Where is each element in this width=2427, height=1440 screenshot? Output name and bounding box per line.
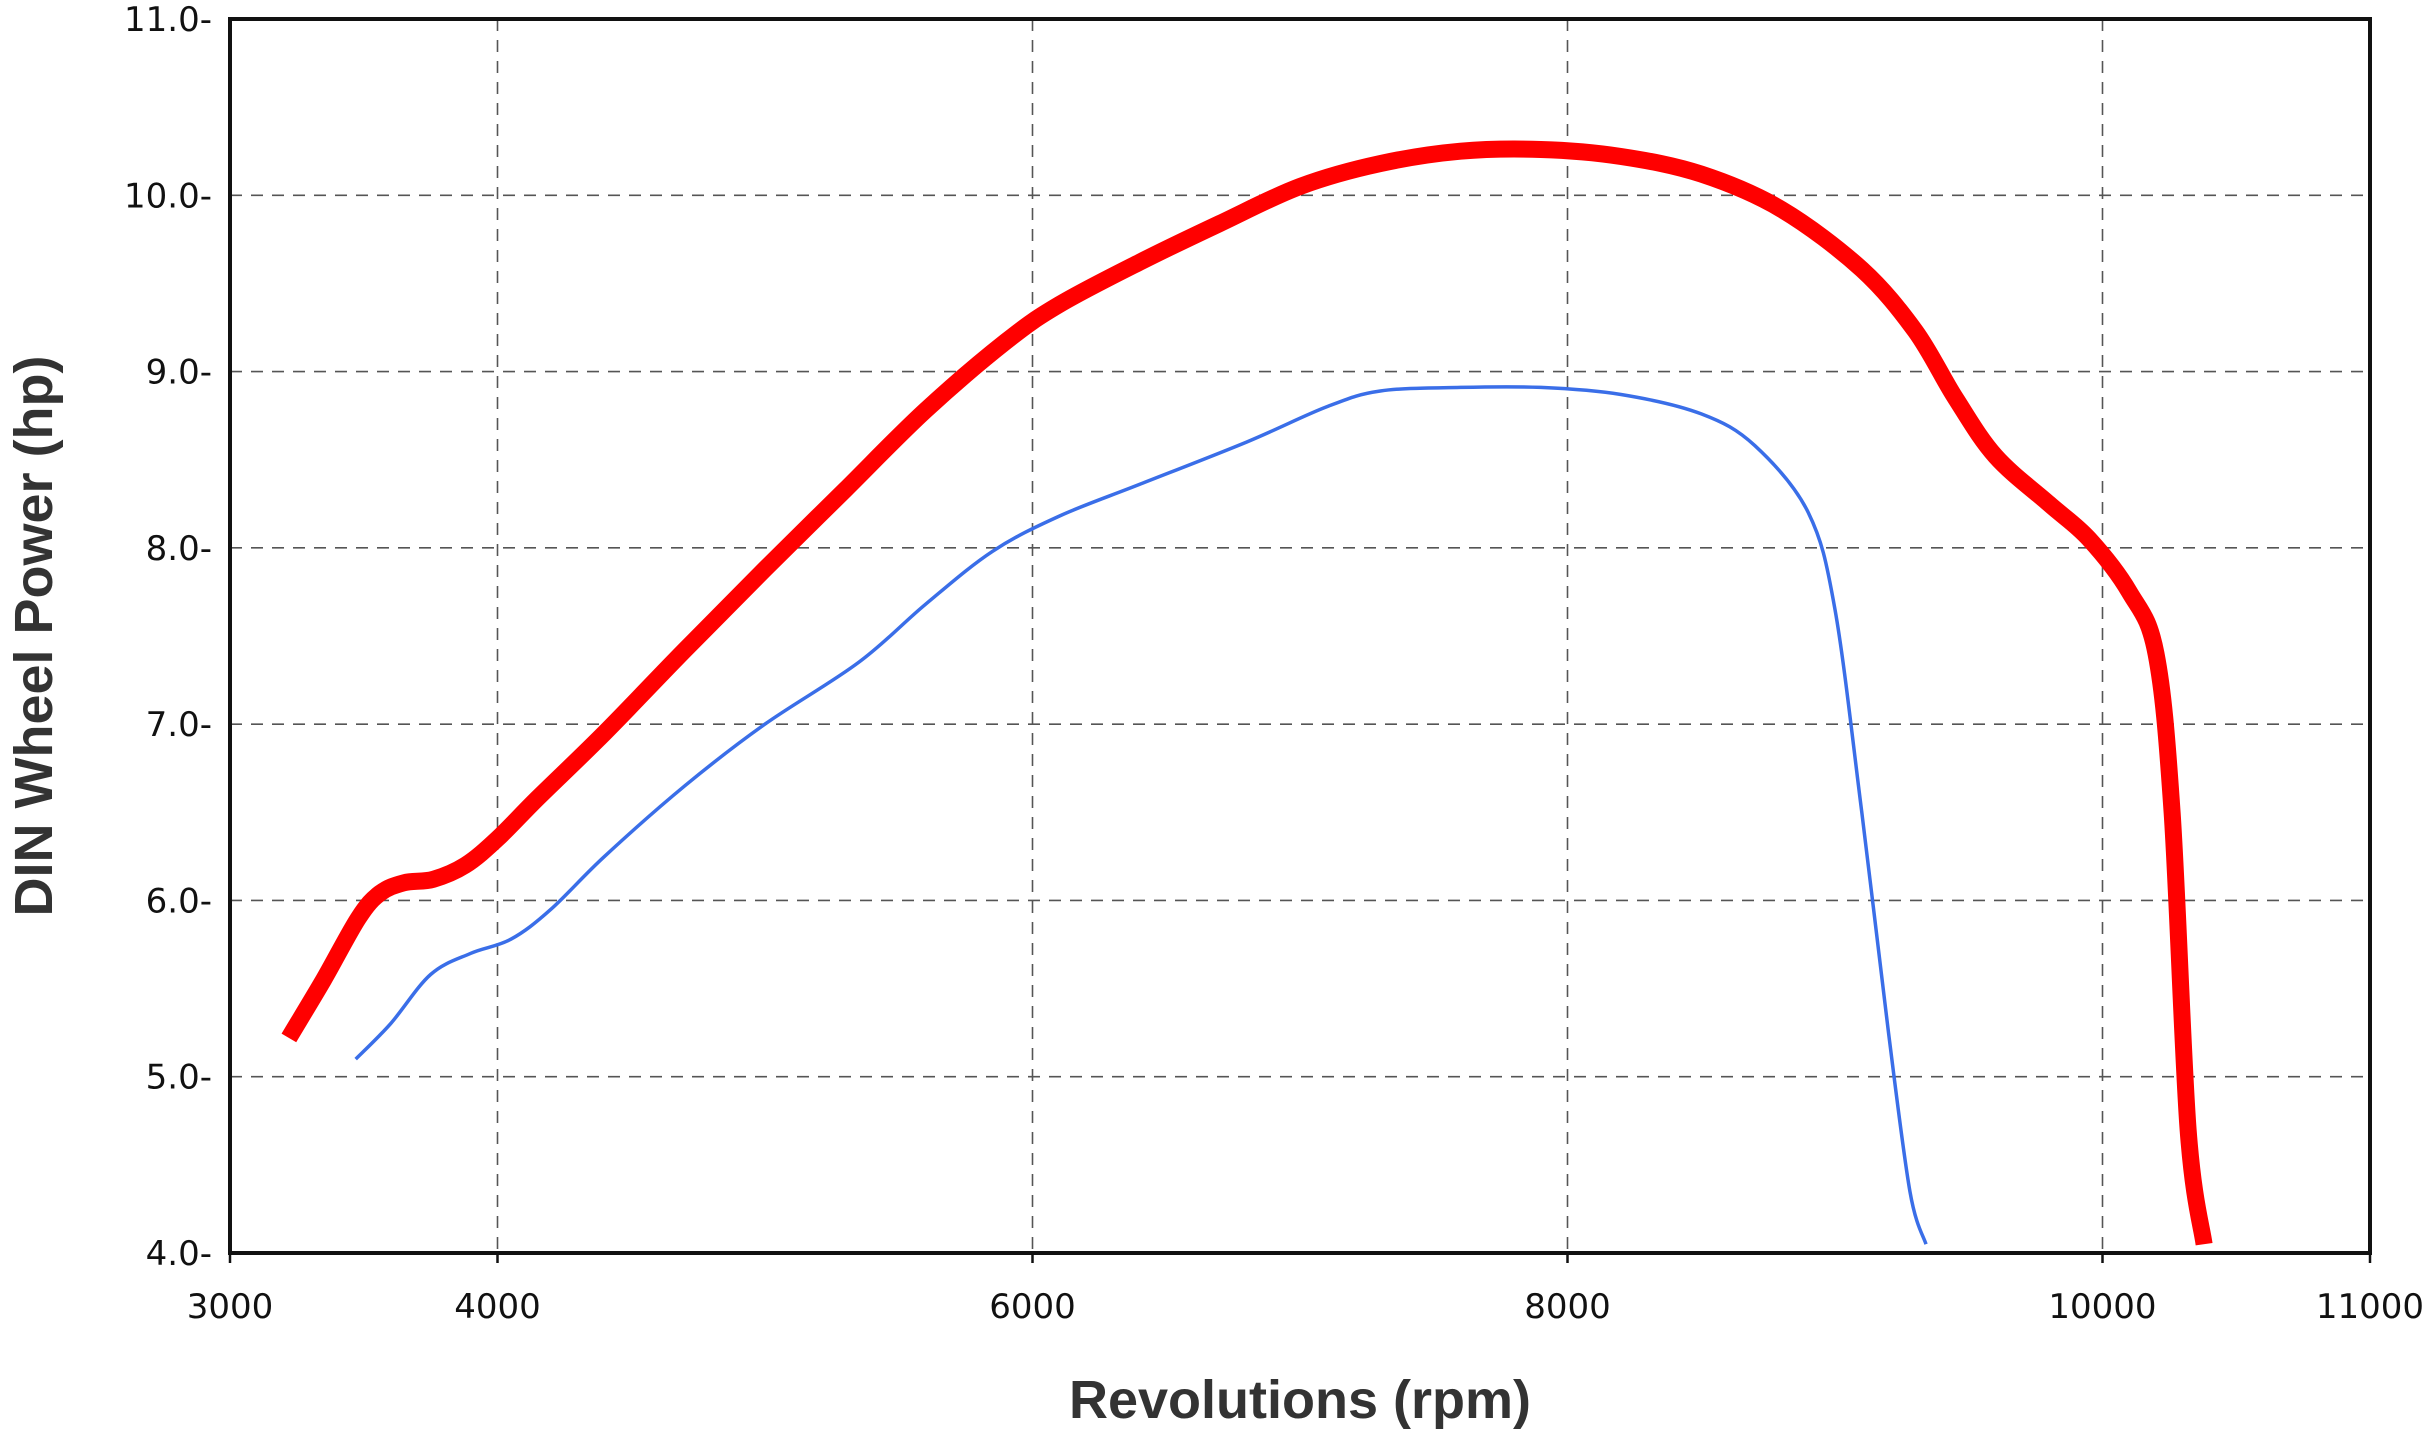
y-axis-title: DIN Wheel Power (hp)	[4, 355, 64, 916]
y-tick-label: 7.0-	[146, 705, 212, 745]
grid-lines	[230, 19, 2370, 1253]
x-tick-label: 3000	[187, 1287, 274, 1327]
series-lines	[281, 140, 2213, 1246]
x-axis-title: Revolutions (rpm)	[1069, 1370, 1531, 1430]
y-tick-label: 10.0-	[124, 176, 212, 216]
y-tick-label: 8.0-	[146, 529, 212, 569]
y-tick-label: 4.0-	[146, 1234, 212, 1274]
red-series-line	[281, 140, 2213, 1246]
x-tick-label: 8000	[1524, 1287, 1611, 1327]
y-tick-label: 9.0-	[146, 353, 212, 393]
blue-series-line	[354, 384, 1928, 1245]
y-tick-label: 5.0-	[146, 1058, 212, 1098]
x-tick-label: 11000	[2316, 1287, 2424, 1327]
x-tick-label: 4000	[454, 1287, 541, 1327]
axis-ticks: 3000 4000 6000 8000 10000 11000 4.0- 5.0- 6.0- 7.…	[124, 0, 2424, 1327]
y-tick-label: 6.0-	[146, 881, 212, 921]
x-tick-label: 10000	[2048, 1287, 2156, 1327]
plot-frame	[228, 17, 2372, 1255]
y-tick-label: 11.0-	[124, 0, 212, 40]
x-tick-label: 6000	[989, 1287, 1076, 1327]
